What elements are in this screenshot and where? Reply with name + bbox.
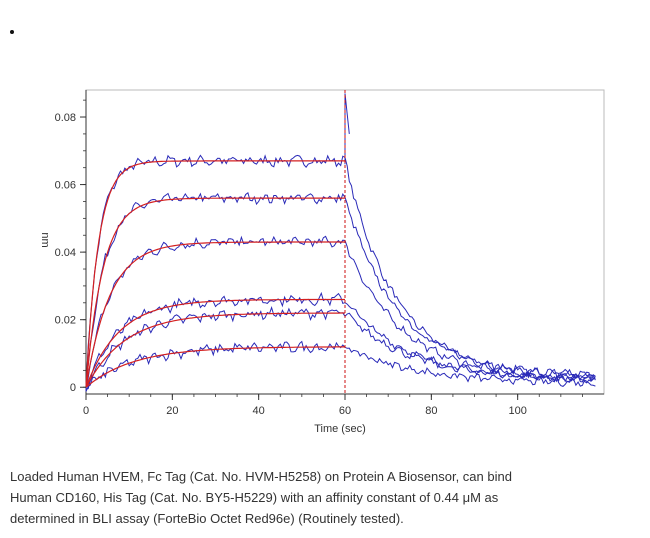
fit-curve-6 bbox=[85, 346, 345, 388]
caption-line-3: determined in BLI assay (ForteBio Octet … bbox=[10, 511, 404, 526]
injection-spike bbox=[344, 93, 350, 165]
y-tick-label: 0.08 bbox=[55, 112, 76, 124]
ticks-layer: 0 0.02 0.04 0.06 0.08 0 20 40 60 80 100 bbox=[55, 99, 583, 417]
y-tick-label: 0.06 bbox=[55, 180, 76, 192]
binding-kinetics-chart: 0 0.02 0.04 0.06 0.08 0 20 40 60 80 100 Time (sec)… bbox=[39, 89, 605, 435]
y-axis-label: nm bbox=[39, 232, 51, 247]
raw-trace-2 bbox=[85, 191, 596, 389]
x-axis-label: Time (sec) bbox=[314, 423, 366, 435]
fit-curve-5 bbox=[85, 312, 345, 388]
y-tick-label: 0.04 bbox=[55, 247, 76, 259]
x-tick-label: 60 bbox=[339, 405, 351, 417]
fit-curve-2 bbox=[85, 197, 345, 388]
raw-trace-6 bbox=[85, 340, 596, 392]
x-tick-label: 80 bbox=[425, 405, 437, 417]
caption-line-1: Loaded Human HVEM, Fc Tag (Cat. No. HVM-… bbox=[10, 469, 512, 484]
series-layer bbox=[85, 90, 596, 394]
fit-curve-4 bbox=[85, 298, 345, 388]
x-tick-label: 40 bbox=[253, 405, 265, 417]
fit-curve-3 bbox=[85, 241, 345, 388]
raw-trace-1 bbox=[85, 154, 596, 392]
x-tick-label: 0 bbox=[83, 405, 89, 417]
bullet-dot bbox=[10, 30, 14, 34]
y-tick-label: 0 bbox=[70, 382, 76, 394]
y-tick-label: 0.02 bbox=[55, 315, 76, 327]
caption-line-2: Human CD160, His Tag (Cat. No. BY5-H5229… bbox=[10, 490, 499, 505]
figure-caption: Loaded Human HVEM, Fc Tag (Cat. No. HVM-… bbox=[10, 466, 640, 529]
x-tick-label: 100 bbox=[508, 405, 526, 417]
fit-curve-1 bbox=[85, 160, 345, 388]
raw-trace-4 bbox=[85, 291, 596, 387]
x-tick-label: 20 bbox=[166, 405, 178, 417]
raw-trace-3 bbox=[85, 235, 596, 388]
